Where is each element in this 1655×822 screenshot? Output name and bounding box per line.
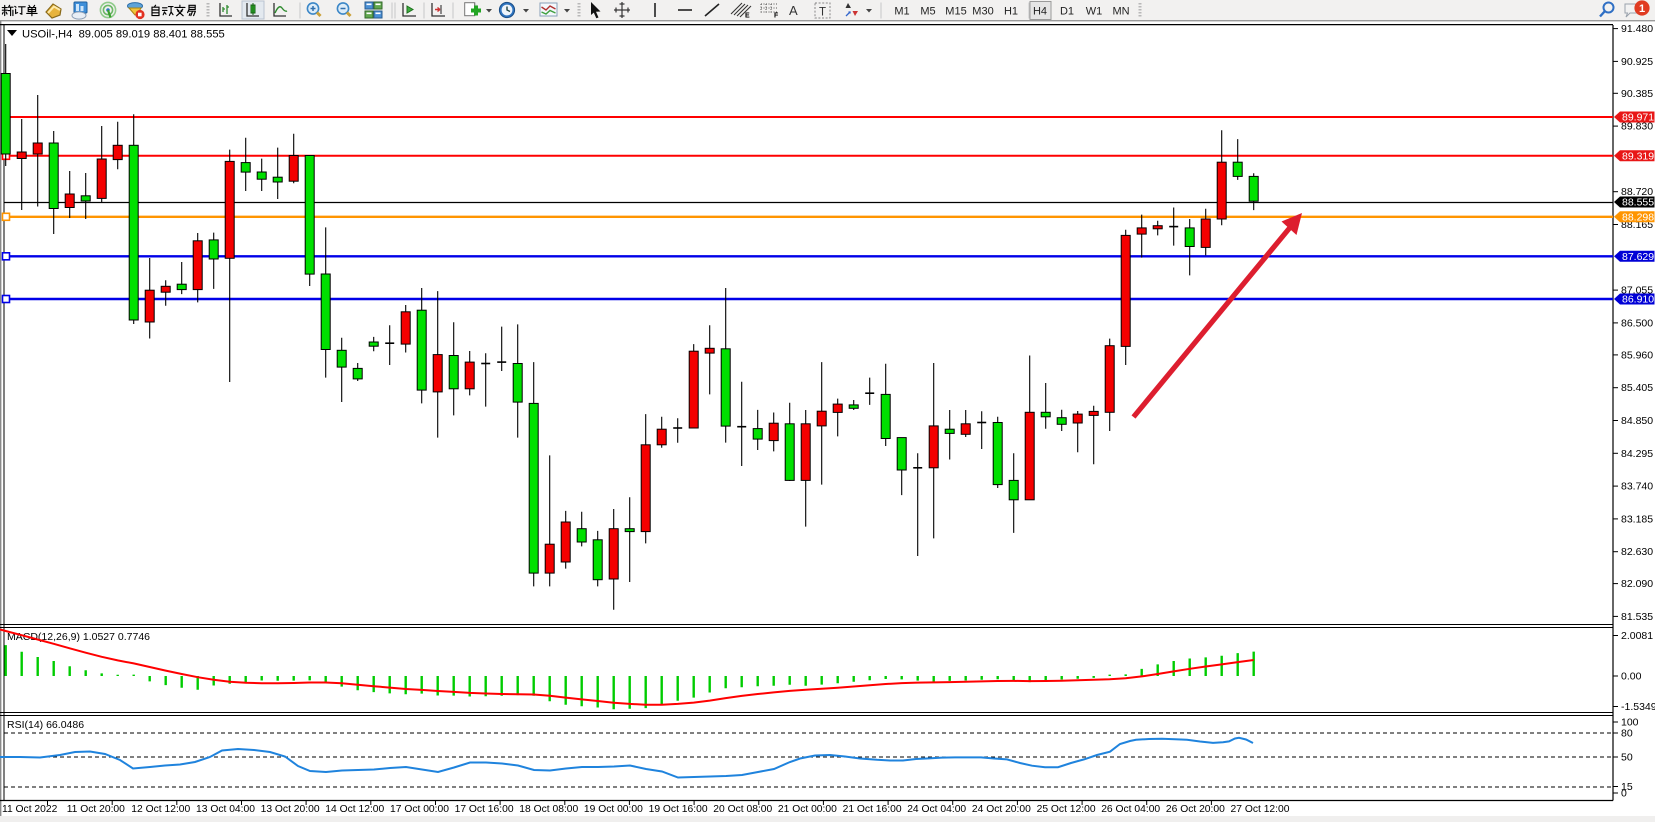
svg-text:90.385: 90.385: [1621, 88, 1653, 100]
svg-text:-1.5349: -1.5349: [1621, 701, 1655, 713]
svg-text:21 Oct 16:00: 21 Oct 16:00: [843, 804, 902, 815]
svg-text:D1: D1: [1060, 6, 1074, 18]
svg-text:27 Oct 12:00: 27 Oct 12:00: [1231, 804, 1290, 815]
svg-text:80: 80: [1621, 728, 1633, 740]
svg-text:88.720: 88.720: [1621, 186, 1653, 198]
svg-text:89.971: 89.971: [1622, 112, 1654, 124]
svg-text:85.405: 85.405: [1621, 382, 1653, 394]
svg-text:H1: H1: [1004, 6, 1018, 18]
svg-text:18 Oct 08:00: 18 Oct 08:00: [519, 804, 578, 815]
svg-text:F: F: [774, 13, 779, 20]
svg-text:87.629: 87.629: [1622, 251, 1654, 263]
svg-text:81.535: 81.535: [1621, 611, 1653, 623]
svg-text:1: 1: [1639, 3, 1645, 15]
svg-text:T: T: [819, 7, 826, 19]
svg-text:91.480: 91.480: [1621, 23, 1653, 35]
svg-text:M15: M15: [945, 6, 966, 18]
svg-text:11 Oct 2022: 11 Oct 2022: [2, 804, 58, 815]
svg-text:82.630: 82.630: [1621, 546, 1653, 558]
svg-text:15: 15: [1621, 781, 1633, 793]
svg-text:100: 100: [1621, 717, 1639, 729]
svg-text:26 Oct 04:00: 26 Oct 04:00: [1101, 804, 1160, 815]
svg-text:90.925: 90.925: [1621, 56, 1653, 68]
svg-text:88.555: 88.555: [1622, 197, 1654, 209]
svg-text:RSI(14) 66.0486: RSI(14) 66.0486: [7, 719, 84, 731]
svg-text:25 Oct 12:00: 25 Oct 12:00: [1037, 804, 1096, 815]
svg-text:86.500: 86.500: [1621, 317, 1653, 329]
svg-text:86.910: 86.910: [1622, 294, 1654, 306]
svg-text:0: 0: [1621, 788, 1627, 800]
svg-text:13 Oct 20:00: 13 Oct 20:00: [261, 804, 320, 815]
svg-text:E: E: [745, 13, 750, 20]
svg-text:26 Oct 20:00: 26 Oct 20:00: [1166, 804, 1225, 815]
svg-text:24 Oct 04:00: 24 Oct 04:00: [907, 804, 966, 815]
svg-text:84.850: 84.850: [1621, 415, 1653, 427]
svg-text:13 Oct 04:00: 13 Oct 04:00: [196, 804, 255, 815]
svg-text:84.295: 84.295: [1621, 448, 1653, 460]
svg-text:88.298: 88.298: [1622, 211, 1654, 223]
svg-text:20 Oct 08:00: 20 Oct 08:00: [713, 804, 772, 815]
svg-text:83.740: 83.740: [1621, 481, 1653, 493]
svg-text:12 Oct 12:00: 12 Oct 12:00: [131, 804, 190, 815]
svg-text:H4: H4: [1033, 6, 1047, 18]
svg-text:2.0081: 2.0081: [1621, 630, 1653, 642]
svg-text:82.090: 82.090: [1621, 578, 1653, 590]
svg-text:17 Oct 00:00: 17 Oct 00:00: [390, 804, 449, 815]
svg-text:24 Oct 20:00: 24 Oct 20:00: [972, 804, 1031, 815]
svg-text:W1: W1: [1086, 6, 1103, 18]
svg-text:A: A: [789, 3, 798, 18]
svg-text:M1: M1: [894, 6, 909, 18]
svg-text:85.960: 85.960: [1621, 349, 1653, 361]
svg-text:19 Oct 00:00: 19 Oct 00:00: [584, 804, 643, 815]
svg-text:19 Oct 16:00: 19 Oct 16:00: [649, 804, 708, 815]
svg-text:50: 50: [1621, 752, 1633, 764]
svg-text:11 Oct 20:00: 11 Oct 20:00: [67, 804, 125, 815]
svg-text:14 Oct 12:00: 14 Oct 12:00: [325, 804, 384, 815]
svg-text:21 Oct 00:00: 21 Oct 00:00: [778, 804, 837, 815]
svg-text:USOil-,H4 89.005 89.019 88.40: USOil-,H4 89.005 89.019 88.401 88.555: [22, 29, 225, 41]
svg-text:89.830: 89.830: [1621, 121, 1653, 133]
svg-text:0.00: 0.00: [1621, 671, 1642, 683]
svg-text:M30: M30: [972, 6, 993, 18]
svg-text:83.185: 83.185: [1621, 513, 1653, 525]
svg-text:17 Oct 16:00: 17 Oct 16:00: [455, 804, 514, 815]
svg-text:MN: MN: [1112, 6, 1129, 18]
svg-text:89.319: 89.319: [1622, 150, 1654, 162]
svg-text:M5: M5: [920, 6, 935, 18]
